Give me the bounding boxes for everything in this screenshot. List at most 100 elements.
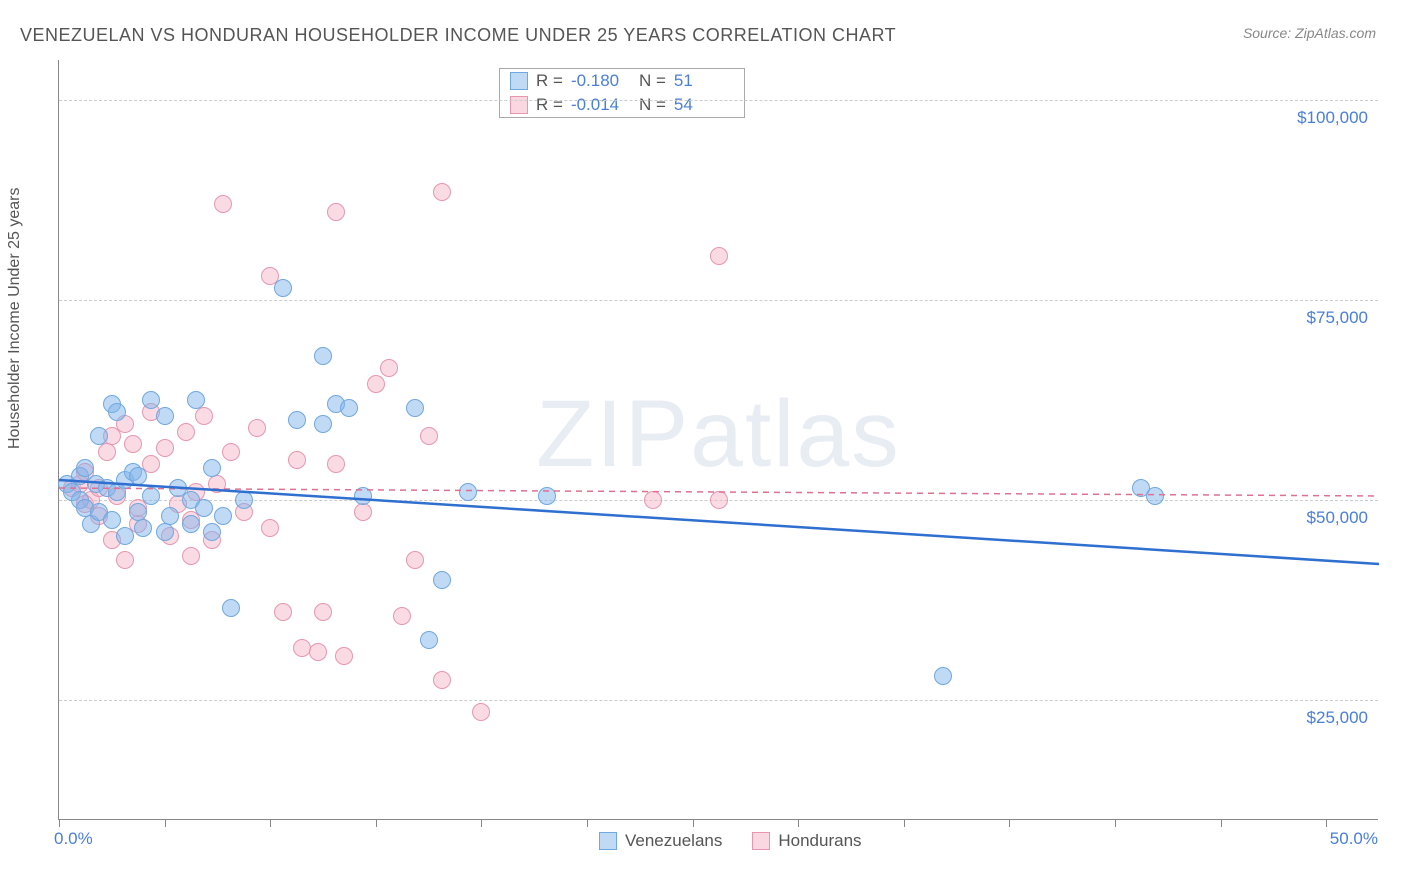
data-point-venezuelan (156, 523, 174, 541)
data-point-venezuelan (103, 511, 121, 529)
data-point-honduran (309, 643, 327, 661)
data-point-honduran (327, 455, 345, 473)
n-value-pink: 54 (674, 95, 734, 115)
data-point-honduran (116, 551, 134, 569)
data-point-honduran (124, 435, 142, 453)
x-axis-max-label: 50.0% (1330, 829, 1378, 849)
data-point-honduran (195, 407, 213, 425)
swatch-pink (510, 96, 528, 114)
data-point-honduran (433, 183, 451, 201)
n-label: N = (639, 71, 666, 91)
data-point-venezuelan (142, 487, 160, 505)
data-point-venezuelan (1146, 487, 1164, 505)
r-label: R = (536, 95, 563, 115)
y-axis-tick-label: $50,000 (1307, 508, 1368, 528)
data-point-venezuelan (222, 599, 240, 617)
data-point-honduran (327, 203, 345, 221)
data-point-honduran (214, 195, 232, 213)
data-point-venezuelan (235, 491, 253, 509)
data-point-venezuelan (214, 507, 232, 525)
data-point-venezuelan (274, 279, 292, 297)
data-point-honduran (208, 475, 226, 493)
data-point-honduran (380, 359, 398, 377)
n-value-blue: 51 (674, 71, 734, 91)
data-point-venezuelan (90, 427, 108, 445)
data-point-honduran (261, 519, 279, 537)
stats-row-venezuelans: R = -0.180 N = 51 (500, 69, 744, 93)
series-legend: Venezuelans Hondurans (599, 831, 862, 851)
r-value-pink: -0.014 (571, 95, 631, 115)
data-point-venezuelan (934, 667, 952, 685)
data-point-honduran (98, 443, 116, 461)
data-point-honduran (177, 423, 195, 441)
swatch-blue (599, 832, 617, 850)
data-point-venezuelan (314, 347, 332, 365)
y-axis-label: Householder Income Under 25 years (6, 188, 24, 449)
x-axis-tick (798, 819, 799, 827)
legend-item-venezuelans: Venezuelans (599, 831, 722, 851)
data-point-honduran (367, 375, 385, 393)
x-axis-tick (59, 819, 60, 827)
gridline-h (59, 700, 1378, 701)
y-axis-tick-label: $75,000 (1307, 308, 1368, 328)
data-point-venezuelan (538, 487, 556, 505)
data-point-venezuelan (108, 403, 126, 421)
chart-title: VENEZUELAN VS HONDURAN HOUSEHOLDER INCOM… (20, 25, 896, 46)
x-axis-tick (1115, 819, 1116, 827)
watermark: ZIPatlas (536, 380, 900, 489)
x-axis-tick (1009, 819, 1010, 827)
data-point-honduran (710, 247, 728, 265)
data-point-honduran (182, 547, 200, 565)
data-point-venezuelan (116, 527, 134, 545)
y-axis-tick-label: $25,000 (1307, 708, 1368, 728)
x-axis-tick (1221, 819, 1222, 827)
x-axis-tick (165, 819, 166, 827)
data-point-venezuelan (182, 515, 200, 533)
data-point-honduran (393, 607, 411, 625)
x-axis-tick (1326, 819, 1327, 827)
data-point-venezuelan (142, 391, 160, 409)
data-point-honduran (248, 419, 266, 437)
data-point-venezuelan (354, 487, 372, 505)
correlation-stats-box: R = -0.180 N = 51 R = -0.014 N = 54 (499, 68, 745, 118)
watermark-zip: ZIP (536, 381, 690, 487)
stats-row-hondurans: R = -0.014 N = 54 (500, 93, 744, 117)
data-point-honduran (335, 647, 353, 665)
data-point-honduran (710, 491, 728, 509)
x-axis-tick (587, 819, 588, 827)
data-point-venezuelan (340, 399, 358, 417)
data-point-venezuelan (129, 467, 147, 485)
r-label: R = (536, 71, 563, 91)
data-point-venezuelan (187, 391, 205, 409)
x-axis-tick (376, 819, 377, 827)
data-point-venezuelan (134, 519, 152, 537)
data-point-honduran (288, 451, 306, 469)
n-label: N = (639, 95, 666, 115)
data-point-honduran (156, 439, 174, 457)
data-point-honduran (420, 427, 438, 445)
data-point-honduran (222, 443, 240, 461)
r-value-blue: -0.180 (571, 71, 631, 91)
data-point-venezuelan (288, 411, 306, 429)
x-axis-min-label: 0.0% (54, 829, 93, 849)
legend-label-hondurans: Hondurans (778, 831, 861, 851)
data-point-honduran (433, 671, 451, 689)
data-point-honduran (472, 703, 490, 721)
data-point-venezuelan (406, 399, 424, 417)
data-point-honduran (644, 491, 662, 509)
x-axis-tick (481, 819, 482, 827)
data-point-honduran (274, 603, 292, 621)
legend-label-venezuelans: Venezuelans (625, 831, 722, 851)
data-point-venezuelan (161, 507, 179, 525)
data-point-venezuelan (195, 499, 213, 517)
x-axis-tick (693, 819, 694, 827)
swatch-blue (510, 72, 528, 90)
trendlines-svg (59, 60, 1379, 820)
data-point-venezuelan (433, 571, 451, 589)
data-point-venezuelan (203, 459, 221, 477)
data-point-honduran (354, 503, 372, 521)
data-point-venezuelan (314, 415, 332, 433)
swatch-pink (752, 832, 770, 850)
x-axis-tick (270, 819, 271, 827)
chart-plot-area: ZIPatlas R = -0.180 N = 51 R = -0.014 N … (58, 60, 1378, 820)
